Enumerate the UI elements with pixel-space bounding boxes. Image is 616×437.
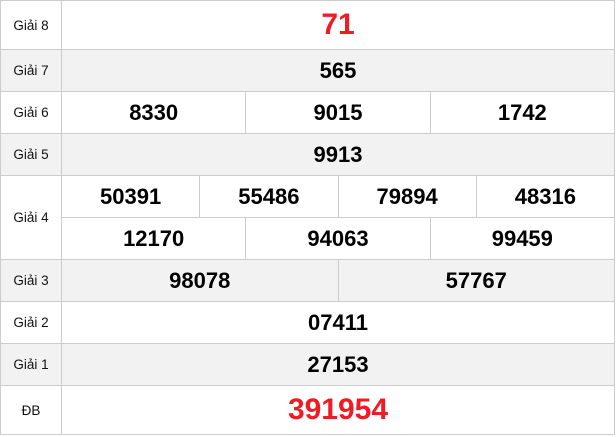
prize-row: ĐB 391954 [1, 386, 615, 435]
prize-number: 565 [62, 50, 615, 91]
prize-number: 98078 [62, 260, 339, 301]
prize-number: 12170 [62, 218, 247, 259]
prize-number: 71 [62, 1, 615, 49]
prize-label: Giải 3 [1, 260, 62, 301]
prize-number: 07411 [62, 302, 615, 343]
prize-row: Giải 3 98078 57767 [1, 260, 615, 302]
prize-number: 57767 [339, 260, 615, 301]
prize-label: Giải 2 [1, 302, 62, 343]
prize-number: 8330 [62, 92, 247, 133]
prize-row: Giải 7 565 [1, 50, 615, 92]
prize-row: Giải 6 8330 9015 1742 [1, 92, 615, 134]
prize-number: 27153 [62, 344, 615, 385]
prize-number: 94063 [246, 218, 431, 259]
prize-row: Giải 2 07411 [1, 302, 615, 344]
prize-label: Giải 1 [1, 344, 62, 385]
prize-number: 1742 [431, 92, 615, 133]
prize-label: Giải 5 [1, 134, 62, 175]
prize-number: 79894 [339, 176, 477, 217]
prize-number: 99459 [431, 218, 615, 259]
prize-label: Giải 7 [1, 50, 62, 91]
prize-row: Giải 1 27153 [1, 344, 615, 386]
prize-number: 9015 [246, 92, 431, 133]
prize-number: 55486 [200, 176, 339, 217]
prize-label: ĐB [1, 386, 62, 434]
prize-number: 391954 [62, 386, 615, 434]
prize-row: Giải 4 50391 55486 79894 48316 12170 94063 9945… [1, 176, 615, 260]
prize-number: 48316 [477, 176, 615, 217]
prize-label: Giải 6 [1, 92, 62, 133]
prize-label: Giải 4 [1, 176, 62, 259]
prize-number: 50391 [62, 176, 201, 217]
prize-row: Giải 8 71 [1, 1, 615, 50]
prize-label: Giải 8 [1, 1, 62, 49]
prize-number: 9913 [62, 134, 615, 175]
prize-row: Giải 5 9913 [1, 134, 615, 176]
